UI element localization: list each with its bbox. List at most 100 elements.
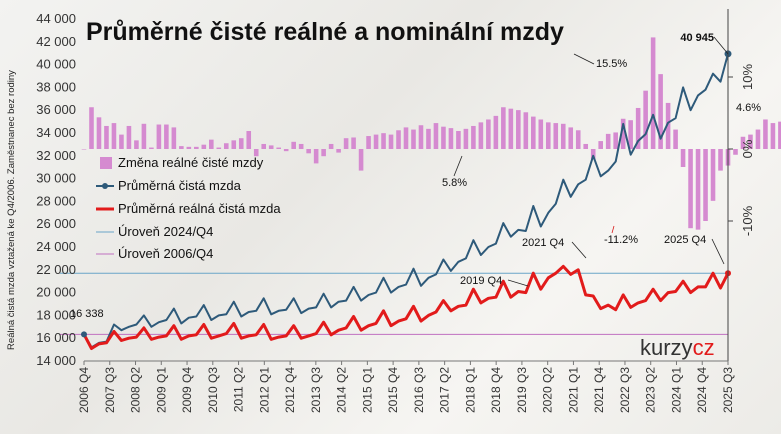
change-bar xyxy=(336,149,341,153)
annotation-leader xyxy=(611,225,615,234)
annotation-leader xyxy=(711,238,725,265)
change-bar xyxy=(508,108,514,149)
change-bar xyxy=(134,140,139,149)
change-bar xyxy=(710,149,716,201)
x-tick-label: 2017 Q2 xyxy=(438,367,452,413)
change-bar xyxy=(126,125,132,149)
change-bars xyxy=(81,37,781,230)
nominal-wage-line xyxy=(83,53,729,349)
change-bar xyxy=(366,136,371,149)
change-bar xyxy=(486,119,491,149)
x-tick-label: 2024 Q4 xyxy=(695,367,709,413)
legend-swatch-change xyxy=(100,157,112,169)
change-bar xyxy=(553,123,559,149)
y-tick-label: 26 000 xyxy=(36,216,76,231)
change-bar xyxy=(471,125,476,149)
series-lines xyxy=(60,50,732,350)
change-bar xyxy=(583,143,589,149)
change-bar xyxy=(733,149,738,155)
x-tick-label: 2016 Q3 xyxy=(412,367,426,413)
y-tick-label: 28 000 xyxy=(36,193,76,208)
change-bar xyxy=(620,118,626,149)
x-tick-label: 2012 Q4 xyxy=(283,367,297,413)
legend-label: Úroveň 2024/Q4 xyxy=(118,224,213,239)
change-bar xyxy=(545,122,551,149)
y-tick-label: 38 000 xyxy=(36,79,76,94)
y-tick-label: 18 000 xyxy=(36,307,76,322)
change-bar xyxy=(695,149,701,230)
change-bar xyxy=(560,123,566,149)
change-bar xyxy=(568,127,574,149)
change-bar xyxy=(216,147,222,149)
change-bar xyxy=(321,149,326,157)
change-bar xyxy=(688,149,693,229)
x-tick-label: 2024 Q1 xyxy=(669,367,683,413)
x-tick-label: 2009 Q1 xyxy=(154,367,168,413)
y-tick-label: 40 000 xyxy=(36,57,76,72)
change-bar xyxy=(411,129,416,149)
nominal-start-point xyxy=(81,331,87,338)
annotation-latest-nominal: 40 945 xyxy=(680,32,714,44)
change-bar xyxy=(81,149,87,150)
change-bar xyxy=(763,119,768,149)
x-tick-label: 2015 Q4 xyxy=(386,367,400,413)
change-bar xyxy=(605,133,611,149)
change-bar xyxy=(778,121,781,149)
x-tick-label: 2014 Q2 xyxy=(335,367,349,413)
x-tick-label: 2019 Q3 xyxy=(515,367,529,413)
legend-label: Úroveň 2006/Q4 xyxy=(118,246,213,261)
annotations: 16 338 40 945 15.5% 5.8% 4.6% -11.2% 2019 Q4 20… xyxy=(70,32,761,360)
change-bar xyxy=(433,123,439,149)
change-bar xyxy=(628,120,633,149)
annotation-leader xyxy=(507,279,529,287)
change-bar xyxy=(223,143,229,149)
change-bar xyxy=(149,147,154,149)
annotation-leader xyxy=(571,241,587,259)
change-bar xyxy=(164,124,169,149)
change-bar xyxy=(456,131,461,149)
change-bar xyxy=(111,123,117,149)
change-bar xyxy=(194,146,199,149)
change-bar xyxy=(650,37,656,149)
annotation-latest-change: 4.6% xyxy=(736,102,761,114)
annotation-2025q4: 2025 Q4 xyxy=(664,234,706,246)
change-bar xyxy=(523,112,529,149)
change-bar xyxy=(388,134,394,149)
x-tick-label: 2022 Q3 xyxy=(618,367,632,413)
change-bar xyxy=(598,141,603,149)
change-bar xyxy=(141,123,147,149)
change-bar xyxy=(531,116,536,149)
change-bar xyxy=(231,140,237,149)
change-bar xyxy=(718,149,723,171)
annotation-peak-change: 15.5% xyxy=(596,58,627,70)
annotation-leader xyxy=(713,36,729,55)
change-bar xyxy=(171,127,177,149)
x-tick-label: 2011 Q2 xyxy=(232,367,246,412)
change-bar xyxy=(351,137,356,149)
change-bar xyxy=(373,134,379,149)
real-wage-line xyxy=(82,264,730,350)
y-tick-label: 32 000 xyxy=(36,148,76,163)
legend-label: Změna reálné čisté mzdy xyxy=(118,155,264,170)
change-bar xyxy=(276,147,281,149)
change-bar xyxy=(493,115,499,149)
change-bar xyxy=(291,141,296,149)
change-bar xyxy=(673,129,678,149)
x-tick-label: 2009 Q4 xyxy=(180,367,194,413)
x-tick-label: 2025 Q3 xyxy=(721,367,735,413)
change-bar xyxy=(209,139,214,149)
change-bar xyxy=(538,119,544,149)
change-bar xyxy=(590,149,596,160)
x-tick-label: 2008 Q2 xyxy=(129,367,143,413)
y-tick-label: 44 000 xyxy=(36,11,76,26)
change-bar xyxy=(186,146,192,149)
x-tick-label: 2015 Q1 xyxy=(360,367,374,413)
change-bar xyxy=(246,131,252,149)
y-tick-label: 16 000 xyxy=(36,330,76,345)
change-bar xyxy=(575,130,581,149)
x-tick-label: 2021 Q1 xyxy=(566,367,580,413)
x-tick-label: 2018 Q4 xyxy=(489,367,503,413)
annotation-leader xyxy=(453,155,463,177)
change-bar xyxy=(313,149,319,164)
